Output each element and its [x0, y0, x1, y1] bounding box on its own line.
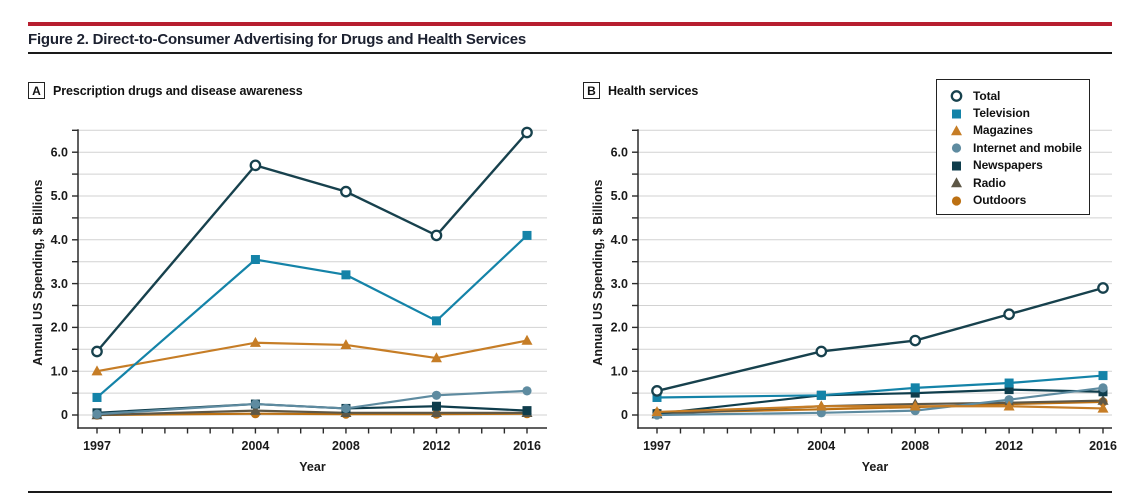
legend-label: Internet and mobile — [973, 140, 1082, 155]
legend-item-magazines: Magazines — [948, 122, 1085, 139]
svg-text:0: 0 — [61, 408, 68, 422]
svg-text:4.0: 4.0 — [51, 233, 68, 247]
series-total — [91, 126, 533, 358]
svg-text:6.0: 6.0 — [611, 145, 628, 159]
svg-text:1997: 1997 — [643, 439, 671, 453]
legend-item-internet-and-mobile: Internet and mobile — [948, 139, 1085, 156]
legend-label: Magazines — [973, 123, 1033, 138]
svg-text:3.0: 3.0 — [51, 277, 68, 291]
legend-item-newspapers: Newspapers — [948, 157, 1085, 174]
svg-text:3.0: 3.0 — [611, 277, 628, 291]
svg-text:2008: 2008 — [901, 439, 929, 453]
svg-text:2.0: 2.0 — [51, 321, 68, 335]
series-magazines — [651, 400, 1109, 417]
legend-item-radio: Radio — [948, 174, 1085, 191]
series-magazines — [91, 334, 533, 376]
svg-text:1.0: 1.0 — [611, 364, 628, 378]
legend-item-television: Television — [948, 104, 1085, 121]
y-axis: 0 1.0 2.0 3.0 4.0 5.0 6.0 Annual US Spending, $… — [591, 129, 639, 429]
series-internet-and-mobile — [92, 386, 532, 419]
svg-text:6.0: 6.0 — [51, 145, 68, 159]
legend-item-outdoors: Outdoors — [948, 191, 1085, 208]
series-television — [652, 371, 1108, 402]
panel-b-header: B Health services — [583, 82, 698, 99]
figure-title: Figure 2. Direct-to-Consumer Advertising… — [28, 31, 527, 48]
figure-bottom-divider — [28, 491, 1112, 493]
total-open-circle-icon — [948, 89, 964, 103]
y-axis-title: Annual US Spending, $ Billions — [591, 180, 605, 366]
outdoors-circle-icon — [948, 193, 964, 207]
television-square-icon — [948, 106, 964, 120]
svg-text:2012: 2012 — [995, 439, 1023, 453]
legend-label: Total — [973, 88, 1001, 103]
svg-text:1.0: 1.0 — [51, 364, 68, 378]
svg-text:5.0: 5.0 — [51, 189, 68, 203]
panel-a-title: Prescription drugs and disease awareness — [53, 83, 303, 98]
panel-a-tag: A — [28, 82, 45, 99]
panel-a-header: A Prescription drugs and disease awarene… — [28, 82, 303, 99]
x-axis-title: Year — [862, 460, 889, 474]
panel-b-chart: 0 1.0 2.0 3.0 4.0 5.0 6.0 Annual US Spending, $… — [591, 129, 1117, 474]
x-axis: 1997 2004 2008 2012 2016 Year — [637, 427, 1117, 474]
series-television — [92, 230, 532, 402]
svg-text:2016: 2016 — [513, 439, 541, 453]
panel-b-tag: B — [583, 82, 600, 99]
svg-text:2008: 2008 — [332, 439, 360, 453]
magazines-triangle-icon — [948, 123, 964, 137]
legend-item-total: Total — [948, 87, 1085, 104]
svg-text:1997: 1997 — [83, 439, 111, 453]
svg-text:5.0: 5.0 — [611, 189, 628, 203]
svg-text:2004: 2004 — [242, 439, 270, 453]
legend-label: Radio — [973, 175, 1006, 190]
y-axis-title: Annual US Spending, $ Billions — [31, 180, 45, 366]
x-axis-title: Year — [299, 460, 326, 474]
y-axis: 0 1.0 2.0 3.0 4.0 5.0 6.0 Annual US Spending, $… — [31, 129, 79, 429]
legend-label: Television — [973, 106, 1030, 121]
panel-b-title: Health services — [608, 83, 699, 98]
svg-text:2016: 2016 — [1089, 439, 1117, 453]
title-divider — [28, 52, 1112, 54]
panel-a-chart: 0 1.0 2.0 3.0 4.0 5.0 6.0 Annual US Spending, $… — [31, 126, 547, 474]
svg-text:4.0: 4.0 — [611, 233, 628, 247]
series-total — [651, 282, 1109, 397]
legend-label: Newspapers — [973, 158, 1043, 173]
gridlines — [78, 129, 547, 416]
svg-text:2012: 2012 — [423, 439, 451, 453]
legend: Total Television Magazines Internet and … — [936, 79, 1090, 215]
radio-triangle-icon — [948, 176, 964, 190]
x-axis: 1997 2004 2008 2012 2016 Year — [77, 427, 547, 474]
internet-circle-icon — [948, 141, 964, 155]
figure-accent-bar — [28, 22, 1112, 26]
svg-text:0: 0 — [621, 408, 628, 422]
svg-text:2.0: 2.0 — [611, 321, 628, 335]
svg-text:2004: 2004 — [807, 439, 835, 453]
newspapers-square-icon — [948, 158, 964, 172]
legend-label: Outdoors — [973, 193, 1027, 208]
